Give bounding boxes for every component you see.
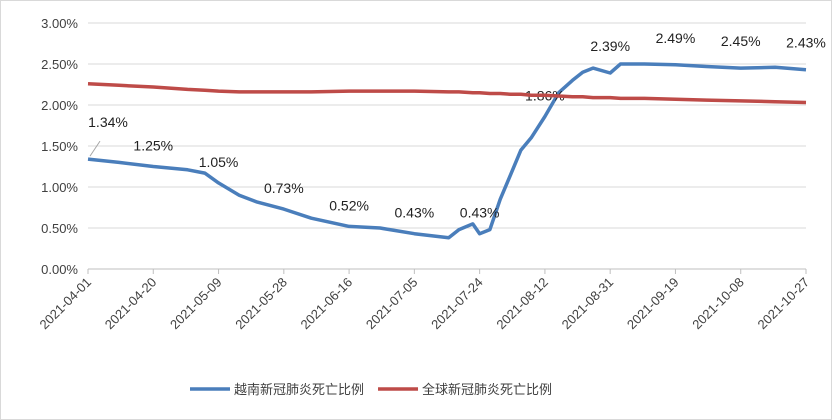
y-tick-label: 2.00% [41, 98, 78, 113]
legend-label: 越南新冠肺炎死亡比例 [234, 382, 364, 397]
data-label: 1.05% [199, 154, 239, 170]
legend-label: 全球新冠肺炎死亡比例 [422, 382, 552, 397]
data-label: 0.43% [395, 205, 435, 221]
data-label: 0.52% [329, 197, 369, 213]
data-label: 1.25% [133, 138, 173, 154]
data-label: 2.49% [656, 30, 696, 46]
line [87, 62, 807, 240]
line [87, 81, 807, 105]
y-tick-label: 2.50% [41, 57, 78, 72]
leader-line [89, 140, 101, 157]
data-label: 2.39% [590, 38, 630, 54]
data-label: 1.34% [88, 114, 128, 130]
y-tick-label: 1.00% [41, 180, 78, 195]
data-label: 2.43% [786, 35, 826, 51]
y-tick-label: 3.00% [41, 16, 78, 31]
data-label: 2.45% [721, 33, 761, 49]
data-label: 0.43% [460, 205, 500, 221]
y-tick-label: 0.00% [41, 262, 78, 277]
y-tick-label: 1.50% [41, 139, 78, 154]
data-label: 0.73% [264, 180, 304, 196]
y-tick-label: 0.50% [41, 221, 78, 236]
